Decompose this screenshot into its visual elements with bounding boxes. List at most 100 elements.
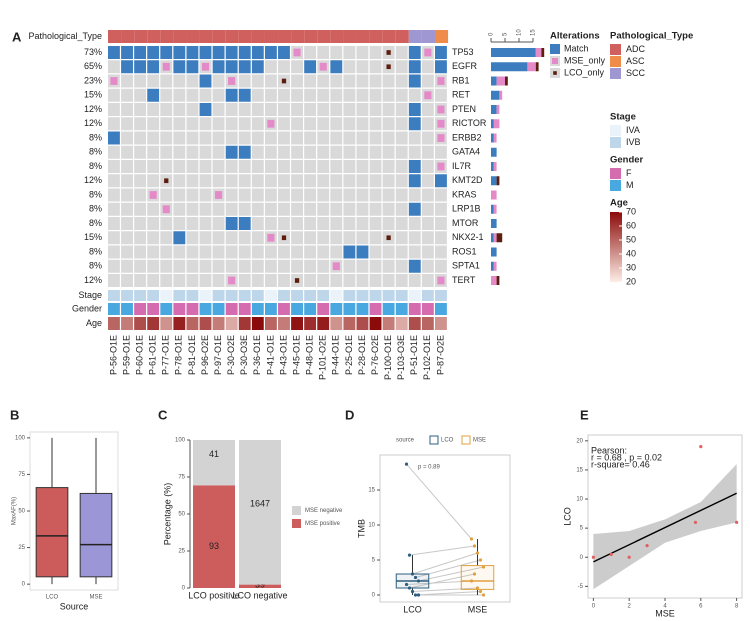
annotation-cell <box>369 30 383 43</box>
cell-bg <box>199 259 212 273</box>
annotation-cell <box>278 290 290 301</box>
point <box>475 586 480 590</box>
cell-bg <box>278 274 290 287</box>
cell-bg <box>343 188 356 202</box>
annotation-cell <box>121 303 133 315</box>
cell-bg <box>369 46 382 59</box>
point <box>407 586 412 590</box>
annotation-cell <box>134 30 148 43</box>
cell-bg <box>199 88 212 102</box>
cell-bg <box>251 103 264 116</box>
legend-label: ASC <box>626 56 645 66</box>
annotation-cell <box>134 317 147 330</box>
cell-bg <box>395 202 408 216</box>
cell-bg <box>160 274 173 287</box>
panel-label: B <box>10 407 19 422</box>
y-tick-label: 10 <box>368 523 375 529</box>
cell-mse <box>162 62 170 71</box>
annotation-cell <box>317 290 330 301</box>
cell-bg <box>382 74 395 88</box>
cell-bg <box>435 46 447 59</box>
annotation-cell <box>264 30 279 43</box>
count-bar <box>535 48 542 57</box>
y-tick-label: 25 <box>178 549 185 555</box>
annotation-cell <box>173 290 186 301</box>
cell-bg <box>225 60 238 74</box>
point <box>404 462 409 466</box>
cell-bg <box>173 174 186 188</box>
cell-bg <box>382 245 395 259</box>
frequency-label: 8% <box>89 189 102 199</box>
cell-bg <box>186 245 199 259</box>
cell-bg <box>264 46 277 59</box>
cell-lco <box>386 235 391 241</box>
annotation-cell <box>421 303 434 315</box>
cell-bg <box>382 274 395 287</box>
point <box>693 520 698 524</box>
cell-bg <box>395 103 408 116</box>
cell-bg <box>121 217 133 230</box>
cell-bg <box>291 131 303 145</box>
cell-bg <box>134 231 147 245</box>
cell-bg <box>291 202 303 216</box>
y-axis-label: MaxAF(%) <box>12 497 18 525</box>
y-tick-label: 100 <box>175 438 186 444</box>
cell-bg <box>186 174 199 188</box>
cell-bg <box>278 259 290 273</box>
point <box>410 572 415 576</box>
cell-bg <box>408 145 421 159</box>
cell-bg <box>317 245 330 259</box>
cell-bg <box>343 74 356 88</box>
cell-lco <box>281 235 287 241</box>
cell-bg <box>278 131 290 145</box>
cell-bg <box>421 202 434 216</box>
cell-bg <box>108 231 120 245</box>
cell-bg <box>173 217 186 230</box>
cell-bg <box>278 103 290 116</box>
y-tick-label: 0 <box>182 586 186 592</box>
cell-bg <box>212 145 225 159</box>
count-bar <box>493 119 500 129</box>
cell-bg <box>304 145 317 159</box>
cell-bg <box>369 131 382 145</box>
annotation-cell <box>304 290 317 301</box>
cell-bg <box>238 245 251 259</box>
legend-label: ADC <box>626 44 646 54</box>
cell-bg <box>369 88 382 102</box>
cell-bg <box>108 160 120 173</box>
annotation-cell <box>408 317 421 330</box>
cell-bg <box>134 245 147 259</box>
cell-bg <box>212 217 225 230</box>
gene-label: ERBB2 <box>452 132 482 142</box>
gene-label: EGFR <box>452 61 478 71</box>
cell-bg <box>238 145 251 159</box>
cell-bg <box>343 202 356 216</box>
y-axis-label: Percentage (%) <box>162 483 172 546</box>
annotation-cell <box>356 303 369 315</box>
cell-bg <box>356 88 369 102</box>
cell-bg <box>160 74 173 88</box>
cell-mse <box>228 276 236 285</box>
cell-bg <box>264 103 277 116</box>
cell-bg <box>408 174 421 188</box>
cell-bg <box>278 145 290 159</box>
bar-segment <box>239 584 281 588</box>
cell-bg <box>173 46 186 59</box>
cell-bg <box>435 245 447 259</box>
cell-bg <box>369 188 382 202</box>
cell-bg <box>369 74 382 88</box>
cell-bg <box>291 88 303 102</box>
count-bar <box>491 162 494 171</box>
cell-mse <box>424 48 432 57</box>
gene-label: SPTA1 <box>452 261 480 271</box>
cell-bg <box>147 131 160 145</box>
cell-bg <box>408 46 421 59</box>
count-bar <box>491 233 494 243</box>
frequency-label: 8% <box>89 246 102 256</box>
x-tick-label: 0 <box>592 604 596 610</box>
x-axis-label: Source <box>60 601 89 611</box>
x-tick-label: 4 <box>663 604 667 610</box>
annotation-cell <box>251 290 264 301</box>
cell-bg <box>173 245 186 259</box>
sample-label: P-30-O2E <box>226 335 236 375</box>
